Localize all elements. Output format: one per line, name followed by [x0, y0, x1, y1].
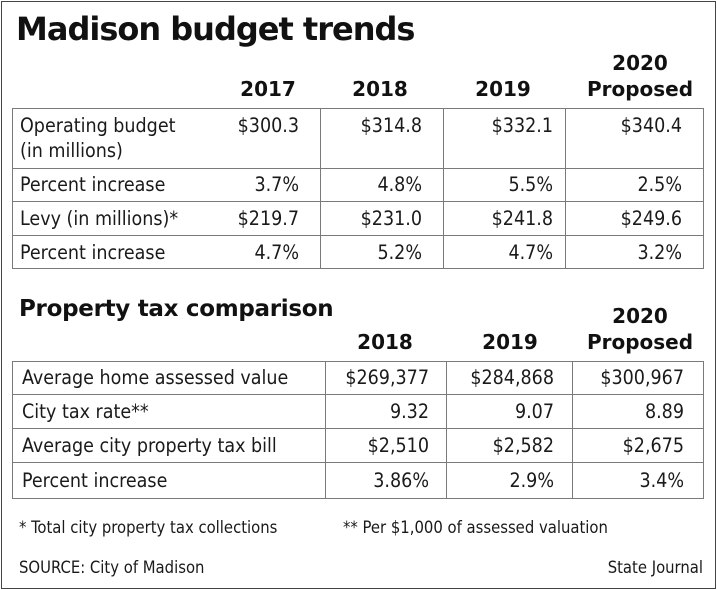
row-label-home-value: Average home assessed value [22, 366, 289, 389]
table-cell: 3.7% [254, 173, 299, 196]
row-divider [12, 394, 704, 395]
table-cell: $284,868 [470, 366, 554, 389]
row-divider [12, 108, 704, 109]
col-header-2019: 2019 [482, 330, 538, 354]
row-divider [12, 498, 704, 499]
row-divider [12, 201, 704, 202]
table-cell: 2.9% [509, 469, 554, 492]
column-divider [325, 361, 326, 498]
table-cell: $231.0 [360, 207, 422, 230]
table-cell: $2,582 [492, 434, 554, 457]
row-label-operating-budget: Operating budget [20, 114, 176, 137]
table-cell: $241.8 [491, 207, 553, 230]
table-cell: 5.2% [377, 241, 422, 264]
column-divider [446, 361, 447, 498]
column-divider [572, 361, 573, 498]
col-header-2019: 2019 [475, 77, 531, 101]
table-cell: $314.8 [360, 114, 422, 137]
column-divider [703, 108, 704, 268]
table-cell: $2,675 [622, 434, 684, 457]
row-divider [12, 235, 704, 236]
row-label-percent-increase: Percent increase [20, 241, 166, 264]
publication-credit: State Journal [607, 558, 703, 577]
row-label-tax-rate: City tax rate** [22, 400, 149, 423]
column-divider [443, 108, 444, 268]
col-header-2017: 2017 [240, 77, 296, 101]
row-label-percent-increase: Percent increase [22, 469, 168, 492]
table-cell: 3.4% [639, 469, 684, 492]
footnote-tax-rate: ** Per $1,000 of assessed valuation [343, 518, 608, 537]
table-cell: 8.89 [644, 400, 684, 423]
col-header-2020-line2: Proposed [586, 330, 694, 354]
row-label-tax-bill: Average city property tax bill [22, 434, 277, 457]
column-divider [12, 361, 13, 498]
table-cell: 5.5% [508, 173, 553, 196]
footnote-levy: * Total city property tax collections [19, 518, 278, 537]
col-header-2018: 2018 [357, 330, 413, 354]
table-cell: 3.86% [373, 469, 429, 492]
row-divider [12, 168, 704, 169]
table-cell: $340.4 [620, 114, 682, 137]
column-divider [565, 108, 566, 268]
column-divider [703, 361, 704, 498]
table-cell: 4.7% [254, 241, 299, 264]
row-divider [12, 268, 704, 269]
table-cell: $219.7 [237, 207, 299, 230]
table-cell: 9.32 [389, 400, 429, 423]
col-header-2020-line1: 2020 [612, 51, 668, 75]
row-label-levy: Levy (in millions)* [20, 207, 179, 230]
row-label-operating-budget-unit: (in millions) [20, 139, 123, 162]
table-cell: $300.3 [237, 114, 299, 137]
table-cell: $2,510 [367, 434, 429, 457]
table-cell: $332.1 [491, 114, 553, 137]
table-cell: 4.8% [377, 173, 422, 196]
column-divider [320, 108, 321, 268]
col-header-2020-line2: Proposed [586, 77, 694, 101]
row-label-percent-increase: Percent increase [20, 173, 166, 196]
row-divider [12, 462, 704, 463]
column-divider [12, 108, 13, 268]
table-cell: $249.6 [620, 207, 682, 230]
table-cell: 3.2% [637, 241, 682, 264]
section-title: Property tax comparison [19, 296, 334, 322]
col-header-2018: 2018 [352, 77, 408, 101]
table-cell: 4.7% [508, 241, 553, 264]
row-divider [12, 428, 704, 429]
row-divider [12, 361, 704, 362]
table-cell: $300,967 [600, 366, 684, 389]
chart-title: Madison budget trends [16, 10, 415, 48]
table-cell: 9.07 [514, 400, 554, 423]
col-header-2020-line1: 2020 [612, 304, 668, 328]
table-cell: 2.5% [637, 173, 682, 196]
table-cell: $269,377 [345, 366, 429, 389]
source-credit: SOURCE: City of Madison [19, 558, 205, 577]
